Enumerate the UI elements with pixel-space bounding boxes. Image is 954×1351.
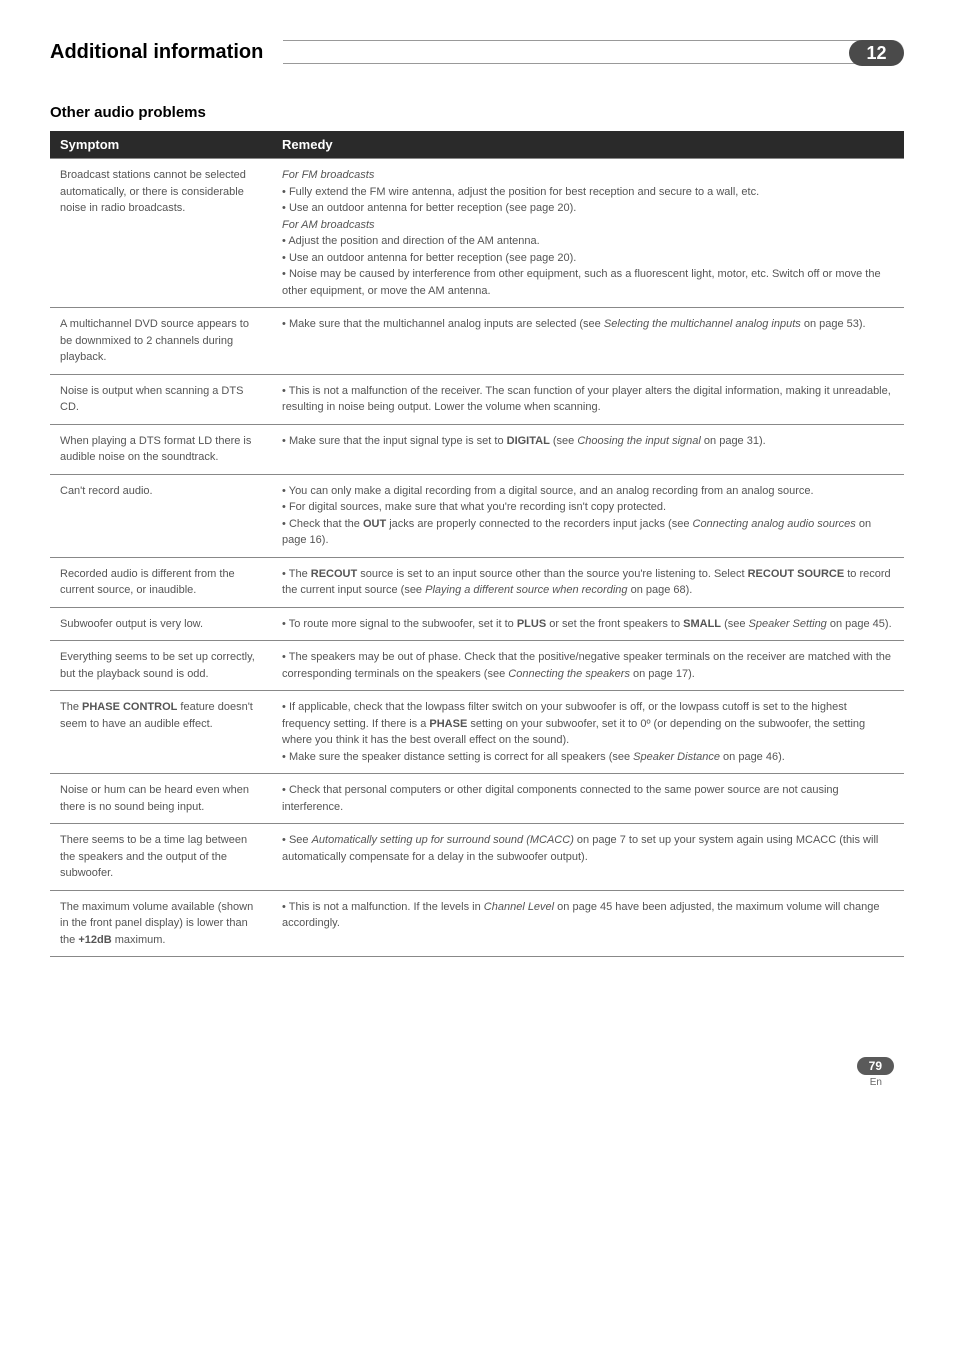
- symptom-cell: The PHASE CONTROL feature doesn't seem t…: [50, 691, 272, 774]
- footer: 79 En: [50, 1057, 904, 1088]
- page-title: Additional information: [50, 41, 283, 64]
- troubleshooting-table: Symptom Remedy Broadcast stations cannot…: [50, 131, 904, 957]
- symptom-cell: Everything seems to be set up correctly,…: [50, 641, 272, 691]
- table-row: A multichannel DVD source appears to be …: [50, 308, 904, 375]
- page-number: 79: [857, 1057, 894, 1075]
- section-title: Other audio problems: [50, 104, 904, 121]
- column-header-symptom: Symptom: [50, 131, 272, 159]
- table-row: Can't record audio.• You can only make a…: [50, 474, 904, 557]
- table-row: The PHASE CONTROL feature doesn't seem t…: [50, 691, 904, 774]
- symptom-cell: The maximum volume available (shown in t…: [50, 890, 272, 957]
- remedy-cell: • The speakers may be out of phase. Chec…: [272, 641, 904, 691]
- symptom-cell: When playing a DTS format LD there is au…: [50, 424, 272, 474]
- remedy-cell: • Make sure that the input signal type i…: [272, 424, 904, 474]
- remedy-cell: • To route more signal to the subwoofer,…: [272, 607, 904, 641]
- symptom-cell: A multichannel DVD source appears to be …: [50, 308, 272, 375]
- symptom-cell: Can't record audio.: [50, 474, 272, 557]
- table-row: Recorded audio is different from the cur…: [50, 557, 904, 607]
- remedy-cell: For FM broadcasts• Fully extend the FM w…: [272, 159, 904, 308]
- column-header-remedy: Remedy: [272, 131, 904, 159]
- remedy-cell: • Check that personal computers or other…: [272, 774, 904, 824]
- remedy-cell: • This is not a malfunction. If the leve…: [272, 890, 904, 957]
- remedy-cell: • The RECOUT source is set to an input s…: [272, 557, 904, 607]
- table-row: When playing a DTS format LD there is au…: [50, 424, 904, 474]
- symptom-cell: Subwoofer output is very low.: [50, 607, 272, 641]
- header-bar: Additional information 12: [50, 40, 904, 64]
- table-row: The maximum volume available (shown in t…: [50, 890, 904, 957]
- header-line: 12: [283, 40, 904, 64]
- chapter-badge: 12: [849, 40, 904, 66]
- symptom-cell: Noise or hum can be heard even when ther…: [50, 774, 272, 824]
- remedy-cell: • You can only make a digital recording …: [272, 474, 904, 557]
- remedy-cell: • Make sure that the multichannel analog…: [272, 308, 904, 375]
- remedy-cell: • If applicable, check that the lowpass …: [272, 691, 904, 774]
- table-row: Broadcast stations cannot be selected au…: [50, 159, 904, 308]
- table-row: Noise is output when scanning a DTS CD.•…: [50, 374, 904, 424]
- remedy-cell: • See Automatically setting up for surro…: [272, 824, 904, 891]
- symptom-cell: Noise is output when scanning a DTS CD.: [50, 374, 272, 424]
- symptom-cell: Broadcast stations cannot be selected au…: [50, 159, 272, 308]
- table-row: There seems to be a time lag between the…: [50, 824, 904, 891]
- remedy-cell: • This is not a malfunction of the recei…: [272, 374, 904, 424]
- symptom-cell: Recorded audio is different from the cur…: [50, 557, 272, 607]
- page-language: En: [50, 1077, 894, 1088]
- table-row: Noise or hum can be heard even when ther…: [50, 774, 904, 824]
- symptom-cell: There seems to be a time lag between the…: [50, 824, 272, 891]
- table-row: Subwoofer output is very low.• To route …: [50, 607, 904, 641]
- table-row: Everything seems to be set up correctly,…: [50, 641, 904, 691]
